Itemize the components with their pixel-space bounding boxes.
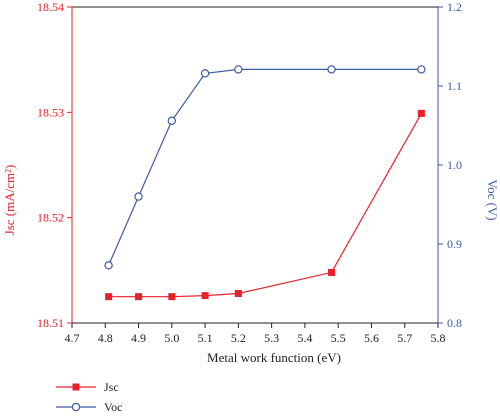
legend-marker — [71, 402, 81, 412]
y-axis-left-label: Jsc (mA/cm²) — [2, 165, 17, 236]
data-point-jsc — [168, 293, 176, 301]
legend-item-voc: Voc — [56, 400, 122, 414]
data-point-jsc — [135, 293, 143, 301]
x-tick-label: 5.4 — [297, 331, 312, 345]
series-line-voc — [108, 68, 422, 266]
x-axis-label: Metal work function (eV) — [207, 350, 341, 365]
y-left-tick-label: 18.51 — [37, 316, 64, 330]
y-axis-right: 0.8 0.9 1.0 1.1 1.2 — [438, 0, 462, 330]
y-left-tick-label: 18.53 — [37, 105, 64, 119]
data-point-voc — [134, 192, 143, 201]
x-tick-label: 5.6 — [364, 331, 379, 345]
series-line-jsc — [108, 113, 422, 298]
x-tick-label: 5.8 — [431, 331, 446, 345]
x-tick-label: 5.0 — [164, 331, 179, 345]
data-point-voc — [234, 65, 243, 74]
data-point-voc — [167, 116, 177, 125]
y-right-tick-label: 0.9 — [447, 237, 462, 251]
x-tick-label: 5.5 — [331, 331, 346, 345]
data-point-jsc — [328, 268, 336, 276]
legend-marker — [72, 383, 80, 391]
y-axis-right-label: Voc (V) — [485, 179, 500, 220]
y-right-tick-label: 1.1 — [447, 79, 462, 93]
data-point-jsc — [201, 292, 209, 300]
x-tick-label: 4.9 — [131, 331, 146, 345]
x-tick-label: 5.7 — [397, 331, 412, 345]
data-point-voc — [104, 261, 113, 270]
data-point-jsc — [417, 109, 425, 117]
plot-frame — [71, 6, 439, 324]
x-tick-label: 4.8 — [98, 331, 113, 345]
series-layer — [104, 65, 426, 301]
legend-item-jsc: Jsc — [56, 380, 119, 394]
x-tick-label: 4.7 — [65, 331, 80, 345]
x-tick-label: 5.3 — [264, 331, 279, 345]
y-left-tick-label: 18.52 — [37, 211, 64, 225]
data-point-jsc — [234, 290, 242, 298]
legend-label: Jsc — [104, 380, 119, 394]
x-tick-label: 5.1 — [198, 331, 213, 345]
legend: Jsc Voc — [56, 380, 122, 414]
legend-label: Voc — [104, 400, 122, 414]
series-jsc — [105, 109, 425, 301]
y-right-tick-label: 1.2 — [447, 0, 462, 14]
series-voc — [104, 65, 426, 270]
data-point-voc — [200, 69, 210, 78]
y-axis-left: 18.51 18.52 18.53 18.54 — [37, 0, 72, 330]
data-point-jsc — [105, 293, 113, 301]
y-right-tick-label: 1.0 — [447, 158, 462, 172]
data-point-voc — [417, 65, 426, 74]
y-left-tick-label: 18.54 — [37, 0, 64, 14]
x-axis: 4.7 4.8 4.9 5.0 5.1 5.2 5.3 5.4 5.5 5.6 5.7 5.8 — [65, 323, 446, 345]
y-right-tick-label: 0.8 — [447, 316, 462, 330]
x-tick-label: 5.2 — [231, 331, 246, 345]
data-point-voc — [327, 65, 336, 74]
